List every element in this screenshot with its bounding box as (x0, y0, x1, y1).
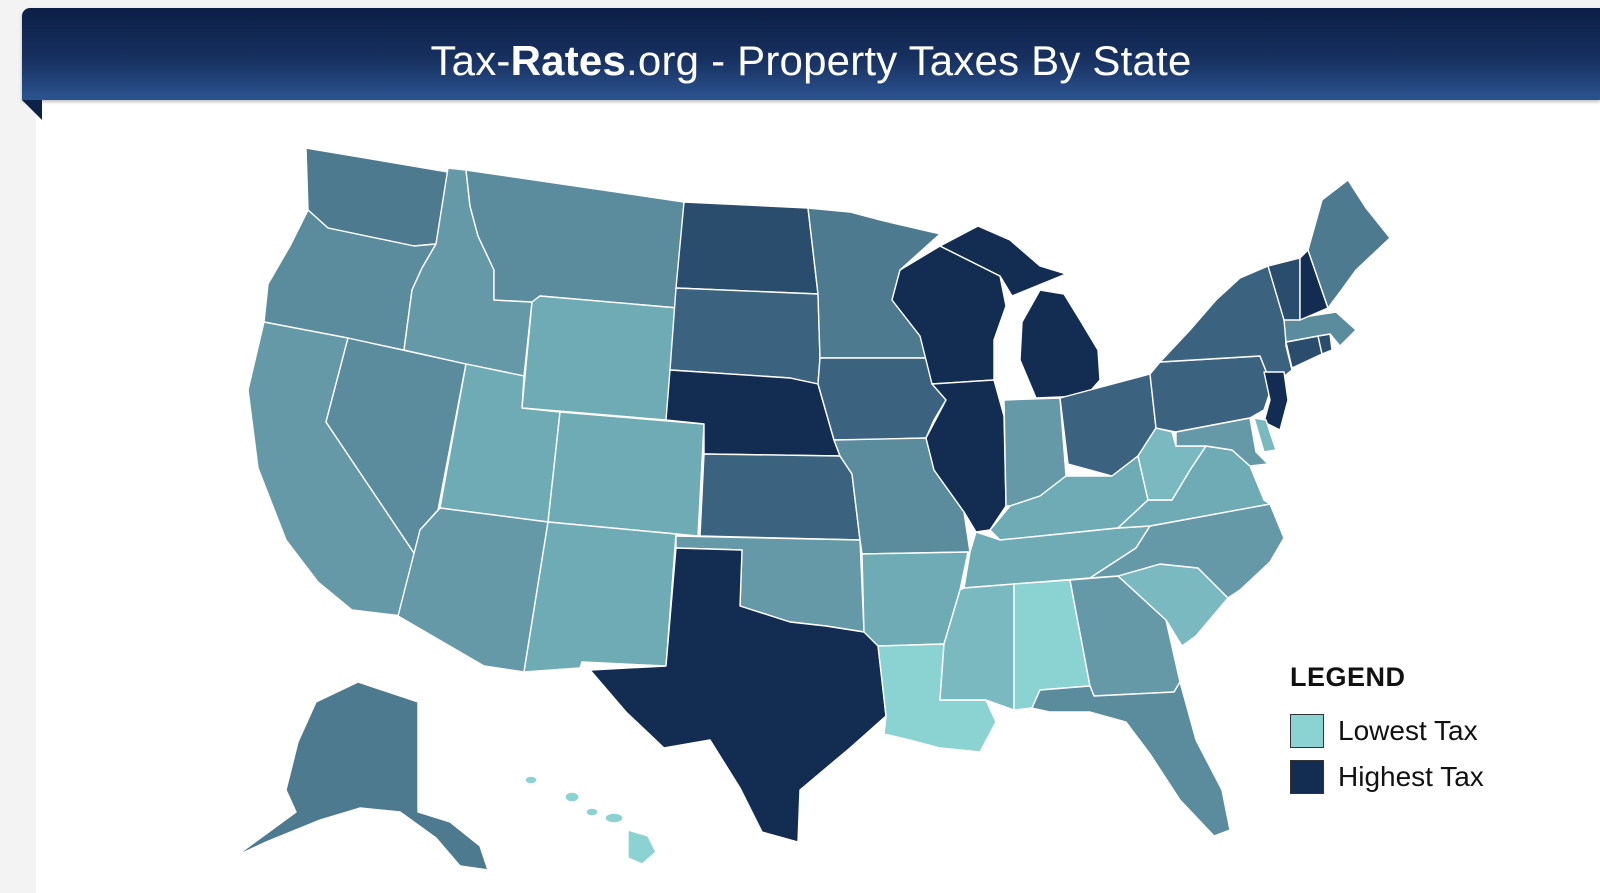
state-DE[interactable] (1253, 417, 1277, 453)
header-banner: Tax-Rates.org - Property Taxes By State (22, 8, 1600, 100)
state-AZ[interactable] (397, 507, 549, 673)
legend-title: LEGEND (1290, 662, 1406, 692)
title-suffix: .org - Property Taxes By State (626, 37, 1192, 84)
title-bold: Rates (510, 37, 627, 84)
legend-item-highest: Highest Tax (1290, 759, 1484, 795)
state-SD[interactable] (669, 287, 821, 385)
state-MD[interactable] (1175, 417, 1269, 467)
legend-swatch-lowest (1290, 714, 1324, 748)
state-KS[interactable] (699, 453, 861, 541)
state-MT[interactable] (465, 169, 685, 309)
state-WY[interactable] (521, 295, 679, 421)
state-IA[interactable] (817, 357, 947, 441)
legend-label-lowest: Lowest Tax (1338, 715, 1478, 746)
state-MI-upper[interactable] (939, 225, 1067, 297)
legend-label-highest: Highest Tax (1338, 761, 1484, 792)
state-FL[interactable] (1031, 681, 1231, 837)
state-TX[interactable] (589, 547, 887, 843)
legend: LEGEND Lowest Tax Highest Tax (1290, 662, 1484, 805)
state-MA[interactable] (1283, 311, 1357, 347)
state-AK[interactable] (235, 681, 489, 871)
state-MI[interactable] (1019, 289, 1101, 399)
state-NC[interactable] (1089, 503, 1285, 599)
page-title: Tax-Rates.org - Property Taxes By State (22, 36, 1600, 86)
state-NJ[interactable] (1263, 371, 1289, 431)
legend-swatch-highest (1290, 760, 1324, 794)
state-ME[interactable] (1307, 179, 1391, 309)
title-prefix: Tax- (430, 37, 511, 84)
state-NM[interactable] (523, 521, 677, 673)
state-CO[interactable] (547, 411, 705, 537)
banner-fold (22, 100, 42, 120)
legend-item-lowest: Lowest Tax (1290, 713, 1484, 749)
state-HI[interactable] (524, 775, 657, 865)
state-ND[interactable] (675, 201, 819, 295)
state-PA[interactable] (1149, 355, 1273, 433)
